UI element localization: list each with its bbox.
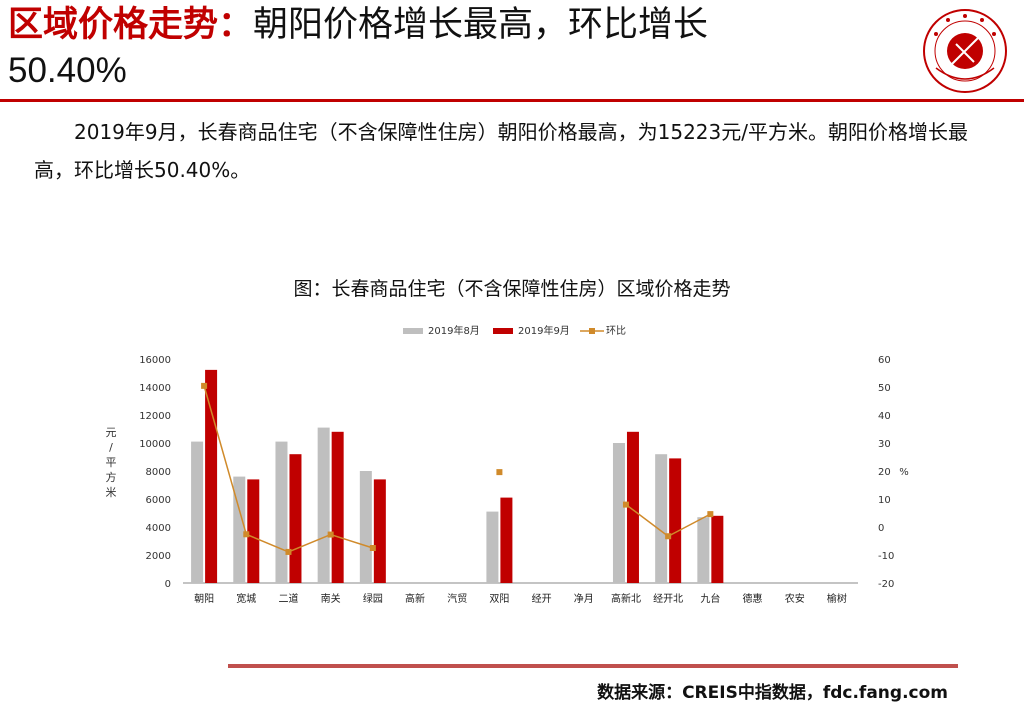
ratio-point xyxy=(369,545,376,551)
y2-tick-label: 20 xyxy=(878,467,891,478)
x-tick-label: 绿园 xyxy=(363,592,383,605)
y-tick-label: 14000 xyxy=(139,383,171,394)
slide-title: 区域价格走势：朝阳价格增长最高，环比增长 50.40% xyxy=(8,2,908,94)
y2-tick-label: 30 xyxy=(878,439,891,450)
y-axis-label-char: 平 xyxy=(106,456,117,469)
body-paragraph: 2019年9月，长春商品住宅（不含保障性住房）朝阳价格最高，为15223元/平方… xyxy=(34,120,968,182)
y-axis-label-char: / xyxy=(109,441,113,454)
x-tick-label: 高新北 xyxy=(611,592,641,605)
bar-2019-08 xyxy=(697,517,710,583)
bar-2019-08 xyxy=(275,441,288,583)
y-tick-label: 10000 xyxy=(139,439,171,450)
y2-tick-label: 60 xyxy=(878,355,891,366)
y2-tick-label: 40 xyxy=(878,411,891,422)
ratio-line-segment xyxy=(330,533,374,549)
bar-2019-09 xyxy=(205,369,218,583)
y2-tick-label: 0 xyxy=(878,523,884,534)
bar-2019-08 xyxy=(191,441,204,583)
y2-tick-label: -10 xyxy=(878,551,894,562)
x-tick-label: 德惠 xyxy=(743,592,763,605)
title-rest: 朝阳价格增长最高，环比增长 xyxy=(253,5,709,45)
legend-label-2019-09: 2019年9月 xyxy=(518,324,570,337)
x-tick-label: 宽城 xyxy=(236,592,256,605)
ratio-line-segment xyxy=(203,385,248,535)
bar-2019-09 xyxy=(247,479,260,583)
bar-2019-09 xyxy=(669,458,682,583)
x-tick-label: 高新 xyxy=(405,592,425,605)
x-tick-label: 朝阳 xyxy=(194,593,214,605)
bar-2019-08 xyxy=(233,476,246,583)
y2-axis-label: % xyxy=(899,467,909,478)
title-line-1: 区域价格走势：朝阳价格增长最高，环比增长 xyxy=(8,2,908,48)
bar-2019-08 xyxy=(655,454,668,583)
legend-label-ratio: 环比 xyxy=(606,325,626,337)
legend-swatch-2019-09 xyxy=(493,328,513,334)
chart-title: 图：长春商品住宅（不含保障性住房）区域价格走势 xyxy=(293,278,731,300)
x-tick-label: 经开 xyxy=(532,592,552,605)
y-tick-label: 16000 xyxy=(139,355,171,366)
ratio-point xyxy=(496,469,503,476)
x-tick-label: 南关 xyxy=(321,592,341,605)
legend-swatch-2019-08 xyxy=(403,328,423,334)
title-line-2: 50.40% xyxy=(8,51,127,90)
bar-2019-08 xyxy=(612,443,625,583)
x-tick-label: 二道 xyxy=(278,592,298,605)
y-tick-label: 6000 xyxy=(146,495,171,506)
bar-2019-09 xyxy=(289,454,302,583)
bar-2019-09 xyxy=(711,515,724,583)
legend-label-2019-08: 2019年8月 xyxy=(428,324,480,337)
data-source: 数据来源：CREIS中指数据，fdc.fang.com xyxy=(597,683,948,703)
bar-2019-09 xyxy=(626,431,639,583)
bar-2019-09 xyxy=(500,497,513,583)
china-index-academy-logo xyxy=(923,9,1007,93)
y-tick-label: 0 xyxy=(165,579,171,590)
y-axis-label-char: 米 xyxy=(106,486,117,499)
bar-2019-09 xyxy=(373,479,386,583)
bar-2019-08 xyxy=(486,511,499,583)
y2-tick-label: 50 xyxy=(878,383,891,394)
x-tick-label: 双阳 xyxy=(489,593,509,605)
price-trend-chart: 0 2000 4000 6000 8000 10000 12000 14000 16000 -20… xyxy=(106,324,909,605)
x-tick-label: 净月 xyxy=(574,592,594,605)
bar-2019-09 xyxy=(331,431,344,583)
x-tick-label: 九台 xyxy=(700,592,720,605)
footer-divider xyxy=(228,664,958,668)
legend-marker-ratio xyxy=(589,328,595,334)
y-axis-label-char: 元 xyxy=(106,426,117,439)
x-tick-label: 汽贸 xyxy=(447,592,467,605)
ratio-line-segment xyxy=(288,533,331,553)
y2-tick-label: -20 xyxy=(878,579,894,590)
y-axis-label-char: 方 xyxy=(106,470,117,484)
y-tick-label: 2000 xyxy=(146,551,171,562)
x-tick-label: 经开北 xyxy=(653,592,683,605)
ratio-point xyxy=(707,511,714,518)
ratio-line-segment xyxy=(667,513,711,537)
y-tick-label: 8000 xyxy=(146,467,171,478)
ratio-line-segment xyxy=(625,504,669,537)
title-divider xyxy=(0,99,1024,102)
y-tick-label: 12000 xyxy=(139,411,171,422)
ratio-line-segment xyxy=(245,533,289,553)
x-tick-label: 榆树 xyxy=(827,592,847,605)
title-prefix: 区域价格走势： xyxy=(8,5,254,45)
y2-tick-label: 10 xyxy=(878,495,891,506)
bar-2019-08 xyxy=(317,427,330,583)
x-tick-label: 农安 xyxy=(785,592,805,605)
bar-2019-08 xyxy=(359,471,372,583)
y-tick-label: 4000 xyxy=(146,523,171,534)
